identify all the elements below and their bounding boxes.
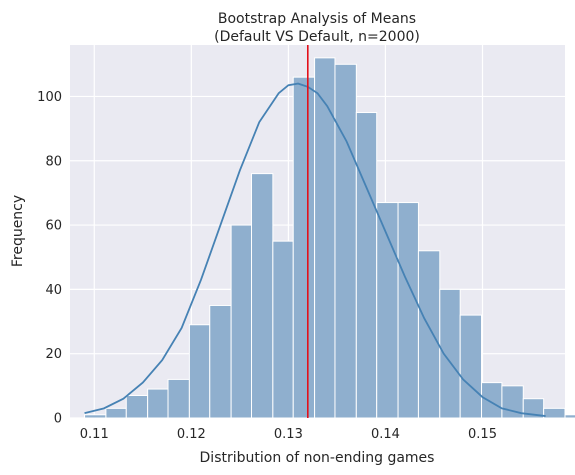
y-tick-label: 80 — [45, 154, 62, 169]
y-tick-label: 60 — [45, 219, 62, 234]
histogram-bar — [459, 314, 483, 419]
histogram-bar — [355, 112, 378, 419]
histogram-bar — [543, 407, 566, 419]
x-tick-label: 0.14 — [371, 427, 400, 442]
y-axis-label: Frequency — [10, 195, 26, 267]
x-tick-labels: 0.11 0.12 0.13 0.14 0.15 — [80, 427, 497, 442]
histogram-bar — [188, 324, 211, 419]
histogram-bar — [209, 304, 232, 419]
x-tick-label: 0.15 — [468, 427, 497, 442]
histogram-bar — [125, 394, 149, 419]
y-tick-label: 100 — [37, 90, 62, 105]
histogram-bar — [481, 382, 503, 419]
chart-title-line-2: (Default VS Default, n=2000) — [214, 29, 420, 45]
histogram-bar — [314, 57, 336, 419]
histogram-bar — [167, 378, 190, 419]
histogram-bar — [334, 63, 357, 419]
histogram-bar — [397, 202, 419, 419]
y-tick-labels: 0 20 40 60 80 100 — [37, 90, 62, 427]
x-tick-label: 0.13 — [274, 427, 303, 442]
histogram-bar — [84, 414, 107, 419]
histogram-bars — [84, 57, 575, 419]
histogram-bar — [105, 407, 127, 419]
histogram-bar — [292, 76, 316, 419]
histogram-bar — [272, 240, 294, 419]
x-tick-label: 0.12 — [177, 427, 206, 442]
histogram-bar — [230, 224, 252, 419]
y-tick-label: 40 — [45, 283, 62, 298]
x-axis-label: Distribution of non-ending games — [200, 450, 435, 466]
y-tick-label: 0 — [54, 412, 62, 427]
y-tick-label: 20 — [45, 347, 62, 362]
histogram-bar — [417, 250, 441, 419]
x-tick-label: 0.11 — [80, 427, 109, 442]
histogram-bar — [147, 388, 169, 419]
histogram-bar — [564, 414, 575, 419]
chart-title-line-1: Bootstrap Analysis of Means — [218, 11, 416, 27]
histogram-bar — [251, 173, 274, 419]
